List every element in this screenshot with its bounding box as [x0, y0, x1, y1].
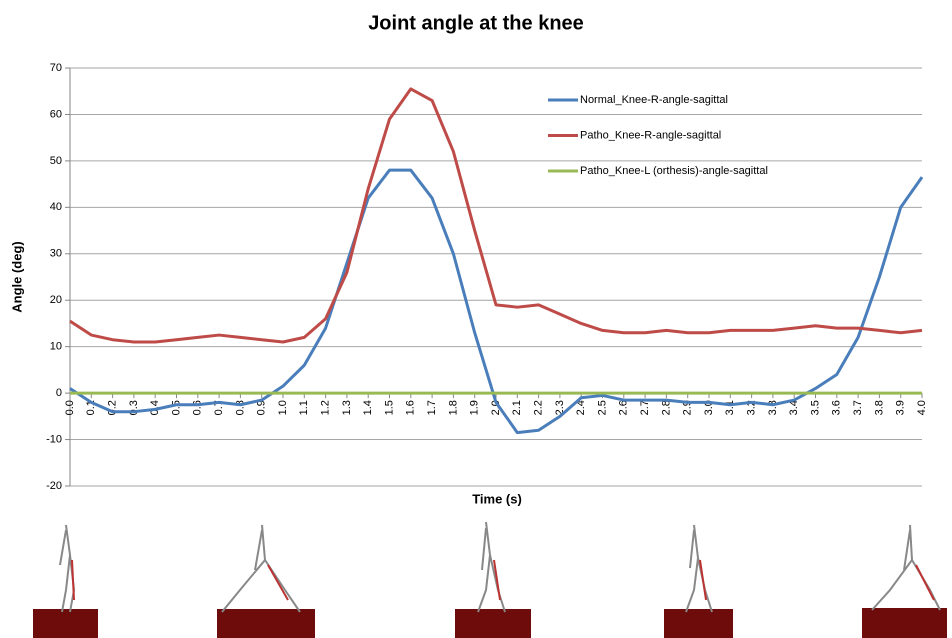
- floor-block: [455, 609, 531, 638]
- y-tick-label: 50: [50, 155, 62, 167]
- x-tick-label: 0.4: [149, 400, 161, 415]
- x-tick-label: 4.0: [916, 400, 928, 415]
- x-tick-label: 2.6: [618, 400, 630, 415]
- legend-label: Normal_Knee-R-angle-sagittal: [580, 94, 728, 106]
- chart-title: Joint angle at the knee: [368, 12, 584, 34]
- y-tick-label: 20: [50, 294, 62, 306]
- y-tick-label: -10: [46, 433, 62, 445]
- x-tick-label: 1.3: [341, 400, 353, 415]
- x-tick-label: 1.9: [469, 400, 481, 415]
- muscle: [267, 564, 289, 601]
- x-tick-label: 3.1: [724, 400, 736, 415]
- x-tick-label: 0.5: [170, 400, 182, 415]
- y-tick-label: 60: [50, 108, 62, 120]
- x-tick-label: 3.6: [831, 400, 843, 415]
- muscle: [71, 559, 75, 601]
- x-tick-label: 2.9: [682, 400, 694, 415]
- x-tick-label: 2.3: [554, 400, 566, 415]
- legend-label: Patho_Knee-R-angle-sagittal: [580, 129, 721, 141]
- floor-block: [217, 609, 315, 638]
- x-tick-label: 3.5: [809, 400, 821, 415]
- x-tick-label: 3.9: [895, 400, 907, 415]
- floor-block: [664, 609, 733, 638]
- floor-block: [862, 608, 947, 638]
- x-tick-label: 0.9: [256, 400, 268, 415]
- x-tick-label: 1.5: [383, 400, 395, 415]
- x-tick-label: 0.0: [64, 400, 76, 415]
- muscle: [699, 559, 707, 601]
- skeleton: [477, 521, 506, 613]
- x-tick-label: 1.2: [320, 400, 332, 415]
- legend-label: Patho_Knee-L (orthesis)-angle-sagittal: [580, 165, 768, 177]
- x-tick-label: 3.7: [852, 400, 864, 415]
- x-tick-label: 3.4: [788, 400, 800, 415]
- series-line: [69, 87, 923, 344]
- x-tick-label: 1.1: [298, 400, 310, 415]
- x-tick-label: 3.8: [873, 400, 885, 415]
- x-tick-label: 2.5: [596, 400, 608, 415]
- x-tick-label: 1.4: [362, 400, 374, 415]
- x-axis-title: Time (s): [472, 491, 522, 506]
- skeleton: [685, 524, 713, 613]
- x-tick-label: 1.7: [426, 400, 438, 415]
- y-tick-label: -20: [46, 480, 62, 492]
- x-tick-label: 1.8: [447, 400, 459, 415]
- x-tick-label: 2.1: [511, 400, 523, 415]
- y-tick-label: 10: [50, 341, 62, 353]
- series-line: [69, 168, 924, 435]
- x-tick-label: 2.8: [660, 400, 672, 415]
- y-tick-label: 40: [50, 201, 62, 213]
- x-tick-label: 2.4: [575, 400, 587, 415]
- x-tick-label: 2.2: [533, 400, 545, 415]
- x-tick-label: 0.6: [192, 400, 204, 415]
- x-tick-label: 1.6: [405, 400, 417, 415]
- gait-figures: [33, 521, 947, 638]
- x-tick-label: 1.0: [277, 400, 289, 415]
- y-tick-label: 0: [56, 387, 62, 399]
- y-tick-label: 30: [50, 248, 62, 260]
- floor-block: [33, 609, 98, 638]
- skeleton: [871, 524, 941, 611]
- y-tick-label: 70: [50, 62, 62, 74]
- muscle: [493, 559, 501, 601]
- y-axis-title: Angle (deg): [9, 241, 24, 313]
- muscle: [915, 564, 935, 601]
- x-tick-label: 2.7: [639, 400, 651, 415]
